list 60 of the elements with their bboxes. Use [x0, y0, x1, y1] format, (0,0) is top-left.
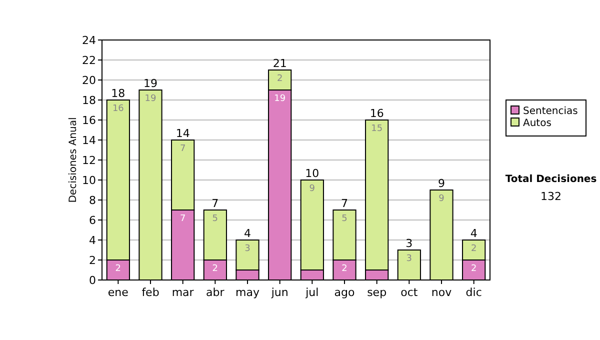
- data-label: 2: [212, 264, 218, 274]
- y-tick-label: 4: [89, 234, 96, 247]
- legend-label: Sentencias: [523, 106, 578, 117]
- total-label: 14: [176, 127, 190, 140]
- text: 132: [540, 190, 562, 203]
- total-label: 16: [370, 107, 384, 120]
- total-label: 7: [341, 197, 348, 210]
- data-label: 2: [276, 74, 283, 84]
- x-tick-label: feb: [142, 286, 160, 299]
- data-label: 7: [180, 214, 186, 224]
- x-tick-label: ago: [334, 286, 355, 299]
- data-label: 2: [342, 264, 348, 274]
- total-label: 3: [406, 237, 413, 250]
- y-tick-label: 0: [89, 274, 96, 287]
- x-tick-label: oct: [400, 286, 418, 299]
- x-tick-label: jun: [270, 286, 288, 299]
- data-label: 9: [438, 194, 445, 204]
- x-tick-label: ene: [108, 286, 129, 299]
- data-label: 9: [309, 184, 316, 194]
- y-tick-label: 12: [82, 154, 96, 167]
- data-label: 16: [112, 104, 124, 114]
- text: Total Decisiones: [505, 174, 597, 185]
- x-tick-label: abr: [206, 286, 225, 299]
- data-label: 2: [470, 264, 477, 274]
- data-label: 15: [371, 124, 383, 134]
- x-tick-label: jul: [304, 286, 319, 299]
- total-label: 4: [470, 227, 478, 240]
- y-tick-label: 6: [89, 214, 96, 227]
- total-label: 10: [305, 167, 320, 180]
- data-label: 2: [115, 264, 122, 274]
- x-tick-label: dic: [466, 286, 482, 299]
- legend-label: Autos: [523, 118, 552, 129]
- data-label: 3: [244, 244, 250, 254]
- y-tick-label: 14: [82, 134, 96, 147]
- total-label: 18: [111, 87, 126, 100]
- data-label: 2: [470, 244, 477, 254]
- total-label: 7: [212, 197, 219, 210]
- total-label: 19: [144, 77, 158, 90]
- total-label: 9: [438, 177, 445, 190]
- y-tick-label: 18: [82, 94, 96, 107]
- data-label: 19: [144, 94, 156, 104]
- y-tick-label: 20: [82, 74, 96, 87]
- x-tick-label: sep: [367, 286, 387, 299]
- x-tick-label: mar: [172, 286, 194, 299]
- data-label: 5: [342, 214, 348, 224]
- data-label: 5: [212, 214, 218, 224]
- y-tick-label: 16: [82, 114, 96, 127]
- y-tick-label: 2: [89, 254, 96, 267]
- data-label: 3: [406, 254, 412, 264]
- x-tick-label: may: [236, 286, 260, 299]
- y-tick-label: 8: [89, 194, 96, 207]
- x-tick-label: nov: [431, 286, 452, 299]
- total-label: 4: [244, 227, 251, 240]
- y-axis-title: Decisiones Anual: [68, 117, 79, 203]
- data-label: 19: [274, 94, 286, 104]
- y-tick-label: 24: [82, 34, 96, 47]
- total-label: 21: [272, 57, 287, 70]
- y-tick-label: 10: [82, 174, 96, 187]
- y-tick-label: 22: [82, 54, 96, 67]
- data-label: 7: [180, 144, 186, 154]
